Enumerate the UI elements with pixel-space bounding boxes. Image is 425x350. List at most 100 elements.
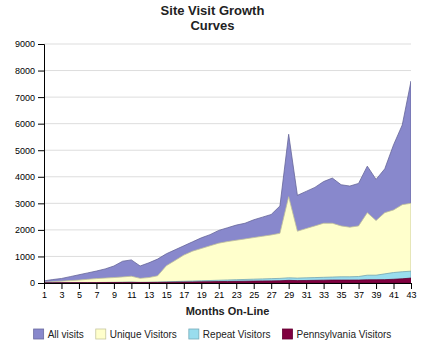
legend-item: Repeat Visitors <box>189 329 271 340</box>
title: Site Visit GrowthCurves <box>161 3 265 33</box>
x-tick: 9 <box>112 283 117 300</box>
x-tick-label: 25 <box>249 290 259 300</box>
y-tick-mark <box>38 71 44 72</box>
chart: All visits Unique Visitors Repeat Visitors… <box>0 0 425 350</box>
x-tick-mark <box>271 283 272 289</box>
x-tick: 31 <box>302 283 312 300</box>
y-tick-label: 2000 <box>15 225 35 235</box>
y-tick: 8000 <box>15 66 44 76</box>
x-tick: 35 <box>337 283 347 300</box>
grid-line <box>44 176 411 177</box>
x-tick: 15 <box>162 283 172 300</box>
x-tick-mark <box>394 283 395 289</box>
x-tick-mark <box>114 283 115 289</box>
legend-label: Repeat Visitors <box>203 329 271 340</box>
y-tick-mark <box>38 97 44 98</box>
x-tick-mark <box>96 283 97 289</box>
y-tick-mark <box>38 230 44 231</box>
legend-swatch <box>282 329 292 339</box>
legend-swatch <box>189 329 199 339</box>
x-tick-label: 19 <box>197 290 207 300</box>
y-tick: 7000 <box>15 92 44 102</box>
legend-swatch <box>34 329 44 339</box>
x-tick-mark <box>61 283 62 289</box>
y-tick-label: 0 <box>30 278 35 288</box>
x-tick-mark <box>324 283 325 289</box>
y-tick-label: 6000 <box>15 119 35 129</box>
y-tick-mark <box>38 283 44 284</box>
x-tick-label: 7 <box>94 290 99 300</box>
grid-line <box>44 150 411 151</box>
x-tick-label: 17 <box>179 290 189 300</box>
x-tick: 29 <box>284 283 294 300</box>
grid-line <box>44 44 411 45</box>
x-tick: 7 <box>94 283 99 300</box>
x-tick-label: 5 <box>77 290 82 300</box>
y-axis: 0100020003000400050006000700080009000 <box>15 39 45 288</box>
x-tick-label: 9 <box>112 290 117 300</box>
area <box>44 197 411 283</box>
y-tick-mark <box>38 256 44 257</box>
x-tick-label: 11 <box>127 290 136 300</box>
y-tick: 0 <box>30 278 44 288</box>
legend-label: Pennsylvania Visitors <box>296 329 391 340</box>
y-tick: 4000 <box>15 172 44 182</box>
x-tick-label: 37 <box>354 290 364 300</box>
x-tick-mark <box>201 283 202 289</box>
legend-swatch <box>96 329 106 339</box>
grid-line <box>44 123 411 124</box>
x-tick: 33 <box>319 283 329 300</box>
legend-item: Unique Visitors <box>96 329 177 340</box>
x-tick-mark <box>376 283 377 289</box>
x-tick-label: 43 <box>406 290 416 300</box>
legend-label: All visits <box>48 329 84 340</box>
y-tick: 6000 <box>15 119 44 129</box>
plot: 1357911131517192123252729313335373941430… <box>15 39 417 317</box>
x-tick-label: 39 <box>372 290 382 300</box>
x-tick-label: 21 <box>214 290 224 300</box>
x-tick: 1 <box>42 283 47 300</box>
x-tick: 43 <box>406 283 416 300</box>
x-tick-label: 3 <box>59 290 64 300</box>
x-tick-mark <box>341 283 342 289</box>
y-tick: 2000 <box>15 225 44 235</box>
x-tick: 23 <box>232 283 242 300</box>
x-tick-mark <box>166 283 167 289</box>
area <box>44 271 411 283</box>
x-tick: 5 <box>77 283 82 300</box>
grid-line <box>44 70 411 71</box>
y-axis-line <box>38 45 45 284</box>
x-tick: 11 <box>127 283 136 300</box>
x-tick-mark <box>411 283 412 289</box>
x-tick-label: 29 <box>284 290 294 300</box>
x-tick-mark <box>131 283 132 289</box>
area <box>44 81 411 283</box>
x-tick: 21 <box>214 283 224 300</box>
x-tick-mark <box>254 283 255 289</box>
x-tick: 37 <box>354 283 364 300</box>
areas <box>44 81 411 283</box>
x-tick-mark <box>184 283 185 289</box>
legend-item: Pennsylvania Visitors <box>282 329 391 340</box>
x-tick-label: 31 <box>302 290 312 300</box>
y-tick-mark <box>38 150 44 151</box>
x-tick: 39 <box>372 283 382 300</box>
x-tick-mark <box>149 283 150 289</box>
x-tick-mark <box>289 283 290 289</box>
x-tick-label: 15 <box>162 290 172 300</box>
x-tick-mark <box>236 283 237 289</box>
legend-item: All visits <box>34 329 84 340</box>
x-tick-label: 27 <box>267 290 277 300</box>
y-tick: 5000 <box>15 146 44 156</box>
y-tick-mark <box>38 203 44 204</box>
y-tick-label: 3000 <box>15 199 35 209</box>
x-tick-mark <box>359 283 360 289</box>
y-tick: 1000 <box>15 252 44 262</box>
legend: All visits Unique Visitors Repeat Visitors… <box>34 329 392 340</box>
x-tick-mark <box>306 283 307 289</box>
area <box>44 278 411 283</box>
x-tick: 17 <box>179 283 189 300</box>
x-tick-mark <box>79 283 80 289</box>
y-tick-label: 4000 <box>15 172 35 182</box>
x-tick-label: 13 <box>144 290 154 300</box>
